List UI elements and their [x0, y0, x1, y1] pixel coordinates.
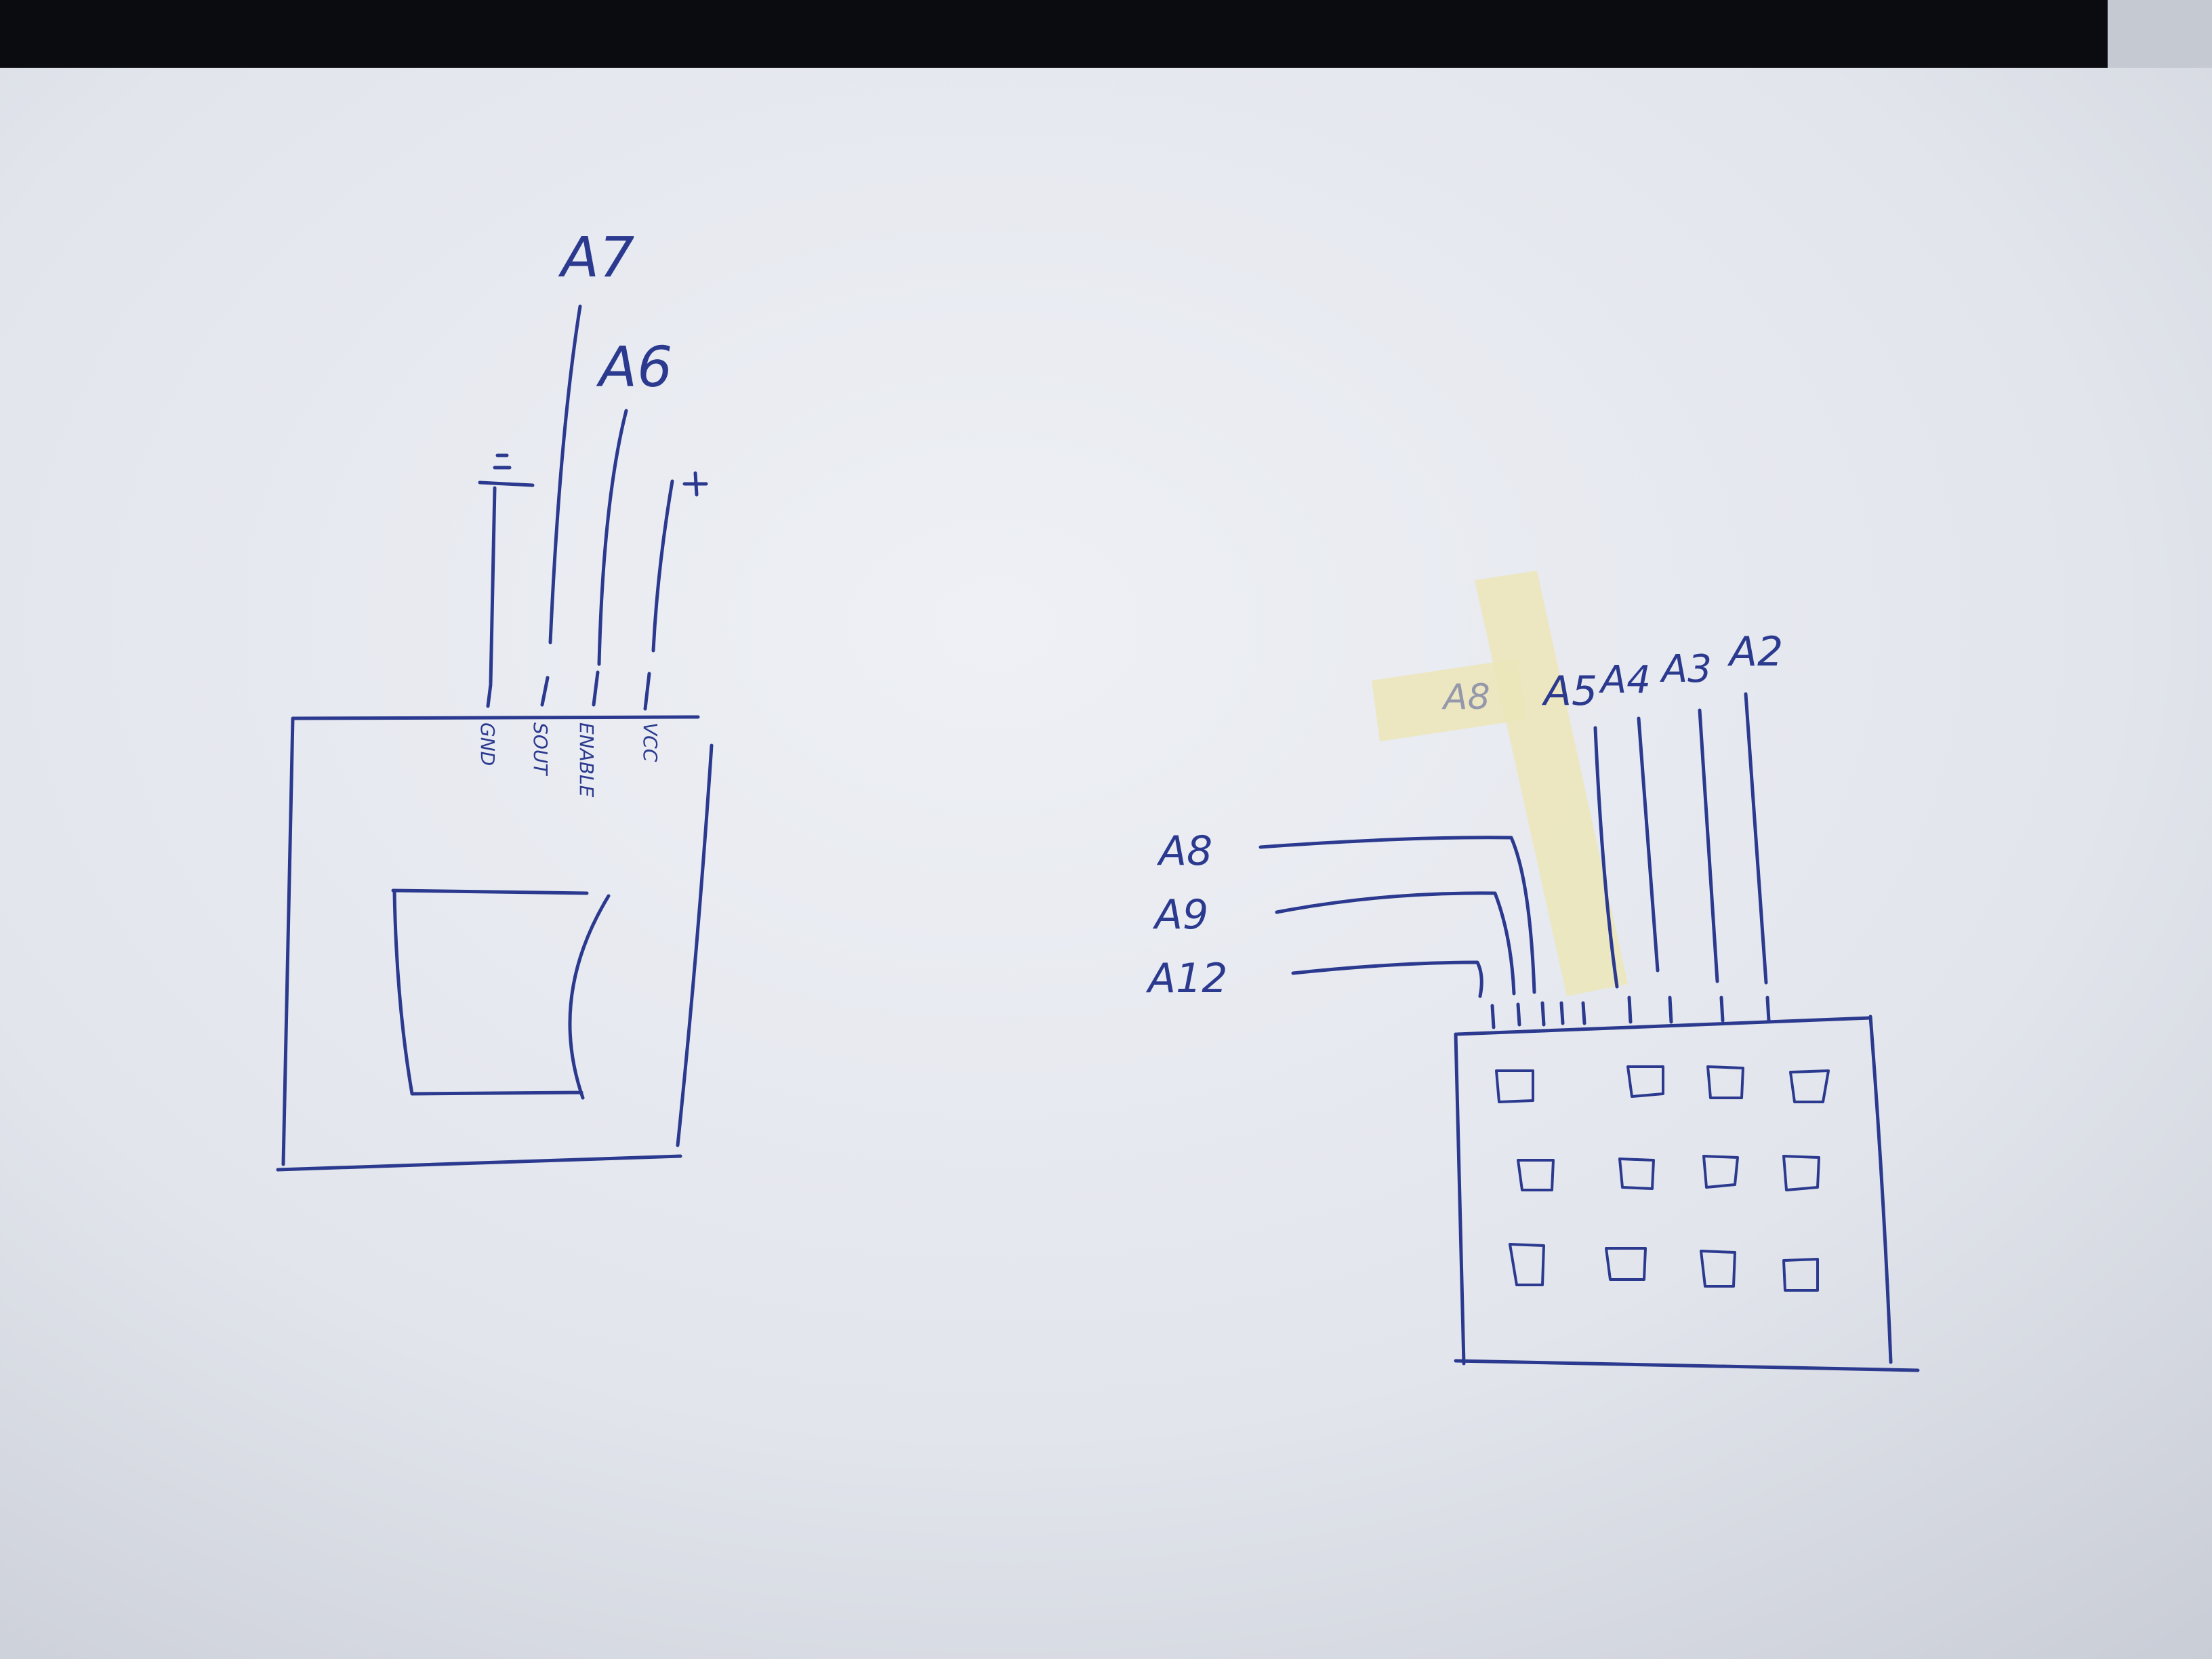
key-r3c2 — [1605, 1247, 1647, 1281]
paper-sheet — [0, 68, 2212, 1659]
label-a12: A12 — [1145, 955, 1227, 1002]
label-a2: A2 — [1727, 628, 1783, 676]
pin-label-vcc: VCC — [639, 722, 661, 762]
plus-icon — [682, 471, 708, 497]
top-right-corner — [2108, 0, 2212, 75]
keypad-module — [1258, 692, 1920, 1372]
label-a6: A6 — [596, 335, 672, 400]
key-r2c2 — [1618, 1158, 1655, 1190]
keypad-pin-stubs — [1490, 996, 1771, 1029]
label-a7: A7 — [558, 226, 634, 290]
key-r3c1 — [1509, 1243, 1545, 1286]
key-r3c3 — [1700, 1250, 1736, 1288]
key-r3c4 — [1782, 1258, 1819, 1292]
key-r1c1 — [1495, 1069, 1534, 1103]
label-a9: A9 — [1152, 891, 1208, 939]
wire-a12 — [1291, 960, 1483, 998]
wire-gnd — [486, 486, 497, 708]
top-dark-bar — [0, 0, 2108, 75]
wire-a8 — [1258, 836, 1536, 994]
keypad-body-outline — [1454, 1015, 1920, 1372]
pin-label-sout: SOUT — [529, 722, 552, 776]
wire-vcc — [643, 479, 674, 711]
taped-label-a8: A8 — [1441, 677, 1490, 718]
label-a8: A8 — [1156, 827, 1212, 875]
wire-sout — [540, 304, 582, 707]
wire-a5 — [1593, 726, 1619, 989]
ground-symbol-icon — [478, 453, 535, 487]
wire-a9 — [1275, 891, 1516, 996]
label-a3: A3 — [1660, 647, 1712, 691]
pin-label-gnd: GND — [476, 722, 499, 766]
masking-tape — [1372, 571, 1628, 996]
wire-a4 — [1637, 716, 1660, 972]
key-r1c2 — [1626, 1065, 1664, 1098]
key-r2c4 — [1782, 1155, 1820, 1191]
label-a5: A5 — [1541, 668, 1597, 715]
pin-label-enable: ENABLE — [575, 722, 598, 798]
key-r1c4 — [1789, 1069, 1830, 1103]
sensor-window — [391, 888, 611, 1100]
sensor-body-outline — [276, 715, 714, 1172]
sensor-module — [276, 304, 714, 1172]
key-r2c3 — [1702, 1155, 1739, 1189]
wire-a3 — [1698, 708, 1719, 983]
label-a4: A4 — [1599, 658, 1651, 702]
keypad-key-grid — [1495, 1065, 1830, 1292]
key-r1c3 — [1706, 1065, 1744, 1099]
key-r2c1 — [1517, 1159, 1555, 1191]
wire-a2 — [1744, 692, 1768, 985]
wire-enable — [592, 409, 628, 707]
